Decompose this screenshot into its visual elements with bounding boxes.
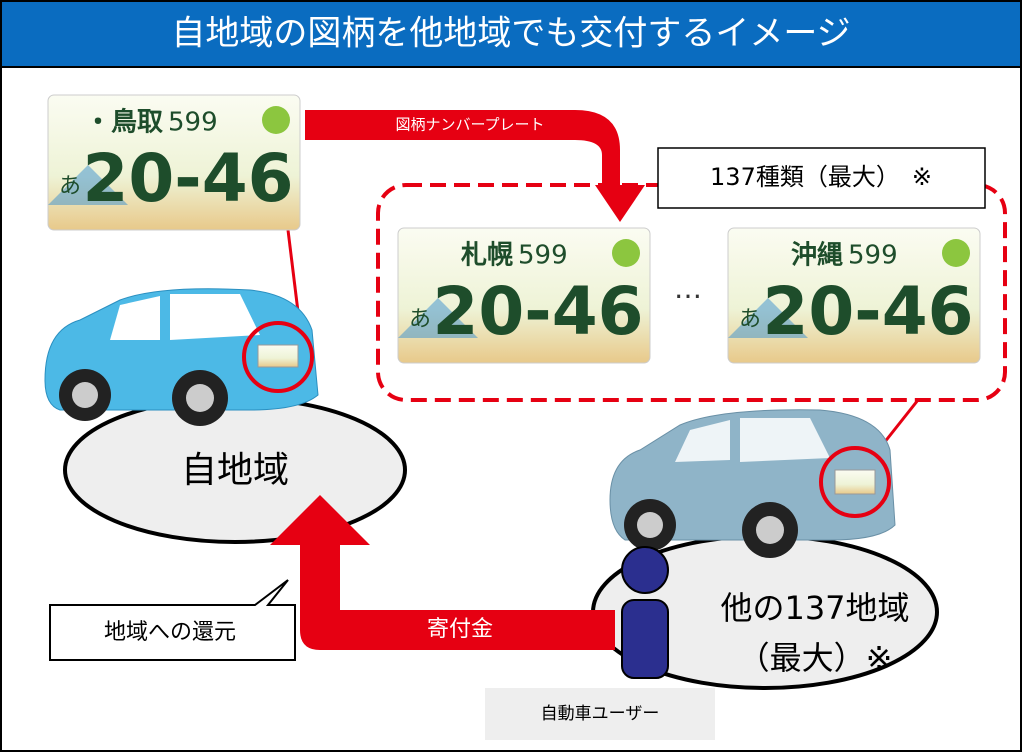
plate-fruit <box>942 239 970 267</box>
page: 自地域の図柄を他地域でも交付するイメージ 137種類（最大） ※ 図柄ナンバープ… <box>0 0 1022 752</box>
mini-plate <box>835 470 875 494</box>
plate-class: 599 <box>168 108 218 138</box>
user-label: 自動車ユーザー <box>541 704 660 724</box>
user-head <box>622 547 668 593</box>
plate-region: ・鳥取 <box>85 108 163 138</box>
plate-fruit <box>262 106 290 134</box>
mini-plate <box>258 345 298 367</box>
other-label: 他の137地域 <box>720 589 909 627</box>
return-text: 地域への還元 <box>104 620 236 645</box>
plate-prefix: あ <box>409 307 431 332</box>
diagram: 自地域の図柄を他地域でも交付するイメージ 137種類（最大） ※ 図柄ナンバープ… <box>0 0 1022 752</box>
plate-number: 20-46 <box>762 273 973 350</box>
plate-prefix: あ <box>59 174 81 199</box>
plate-fruit <box>612 239 640 267</box>
title: 自地域の図柄を他地域でも交付するイメージ <box>171 14 850 54</box>
plate-number: 20-46 <box>82 140 293 217</box>
home-label: 自地域 <box>181 450 289 491</box>
types-text: 137種類（最大） ※ <box>710 163 932 191</box>
plate-region: 沖縄 <box>791 241 843 271</box>
ellipsis: … <box>674 272 702 305</box>
plate-region: 札幌 <box>461 241 513 271</box>
arrow-plate-label: 図柄ナンバープレート <box>395 116 544 134</box>
plate-class: 599 <box>518 241 568 271</box>
plate-class: 599 <box>848 241 898 271</box>
arrow-donation-label: 寄付金 <box>427 617 493 642</box>
other-label: （最大）※ <box>738 639 893 677</box>
plate-prefix: あ <box>739 307 761 332</box>
user-body <box>622 600 668 678</box>
plate-number: 20-46 <box>432 273 643 350</box>
